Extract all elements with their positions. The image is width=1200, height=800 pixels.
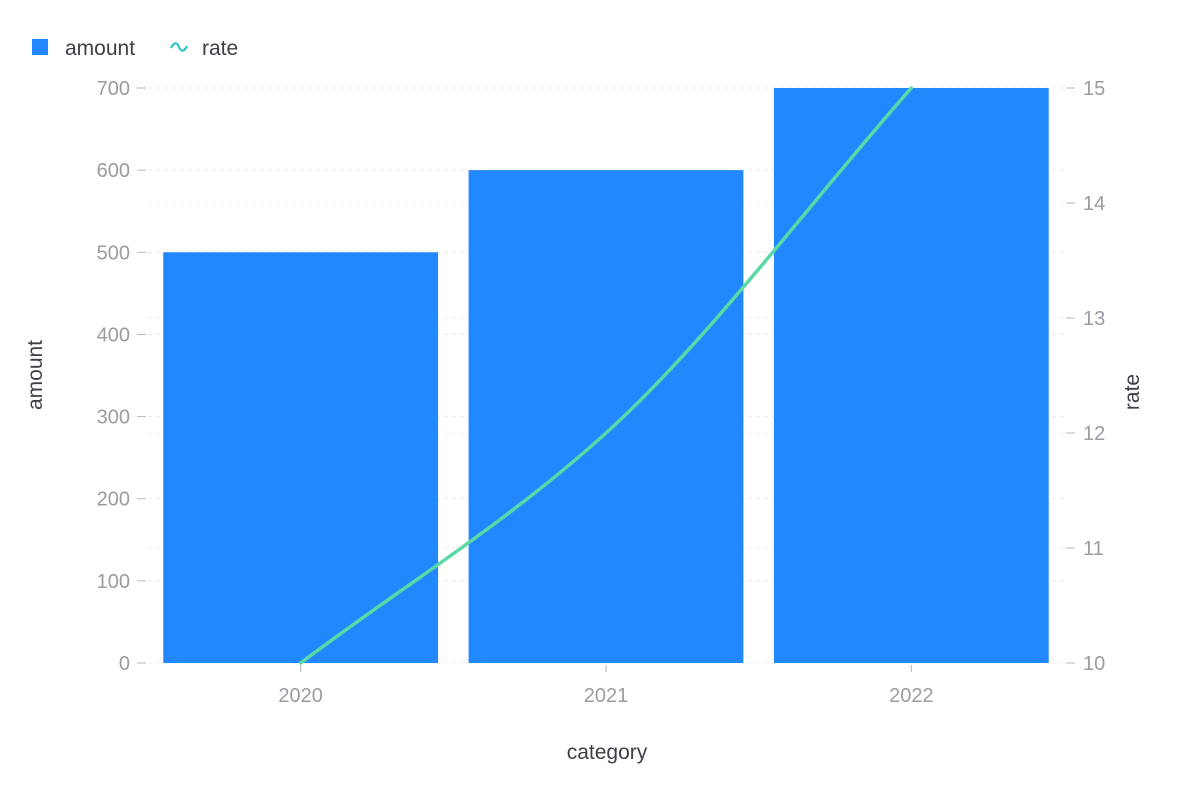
legend: amount rate xyxy=(32,37,238,60)
left-tick-label-100: 100 xyxy=(97,571,130,593)
legend-item-amount[interactable]: amount xyxy=(32,37,135,60)
bar-amount-2020 xyxy=(163,252,439,664)
x-tick-label-2020: 2020 xyxy=(278,685,323,707)
legend-item-rate[interactable]: rate xyxy=(170,37,238,60)
left-y-axis: 0 100 200 300 400 500 600 700 xyxy=(97,78,146,675)
x-axis: 2020 2021 2022 xyxy=(278,665,934,707)
rate-line xyxy=(298,86,914,665)
bar-amount-2021 xyxy=(468,170,744,663)
x-tick-label-2021: 2021 xyxy=(584,685,629,707)
left-tick-label-400: 400 xyxy=(97,324,130,346)
line-series-rate xyxy=(298,86,914,665)
right-tick-label-13: 13 xyxy=(1083,308,1105,330)
right-tick-label-12: 12 xyxy=(1083,423,1105,445)
right-tick-label-14: 14 xyxy=(1083,193,1105,215)
left-tick-label-500: 500 xyxy=(97,242,130,264)
legend-marker-amount xyxy=(32,39,48,55)
right-tick-label-10: 10 xyxy=(1083,653,1105,675)
bar-series-amount xyxy=(163,88,1049,664)
legend-label-amount: amount xyxy=(65,37,135,60)
legend-marker-rate xyxy=(170,42,188,52)
bar-amount-2022 xyxy=(773,88,1049,663)
left-tick-label-300: 300 xyxy=(97,407,130,429)
right-y-axis: 10 11 12 13 14 15 xyxy=(1066,78,1105,675)
x-axis-title: category xyxy=(567,741,648,764)
left-tick-label-0: 0 xyxy=(119,653,130,675)
left-tick-label-700: 700 xyxy=(97,78,130,100)
left-tick-label-600: 600 xyxy=(97,160,130,182)
left-y-axis-title: amount xyxy=(24,340,47,410)
legend-label-rate: rate xyxy=(202,37,238,60)
right-tick-label-11: 11 xyxy=(1083,538,1104,560)
left-tick-label-200: 200 xyxy=(97,489,130,511)
right-y-axis-title: rate xyxy=(1121,374,1144,410)
x-tick-label-2022: 2022 xyxy=(889,685,934,707)
right-tick-label-15: 15 xyxy=(1083,78,1105,100)
